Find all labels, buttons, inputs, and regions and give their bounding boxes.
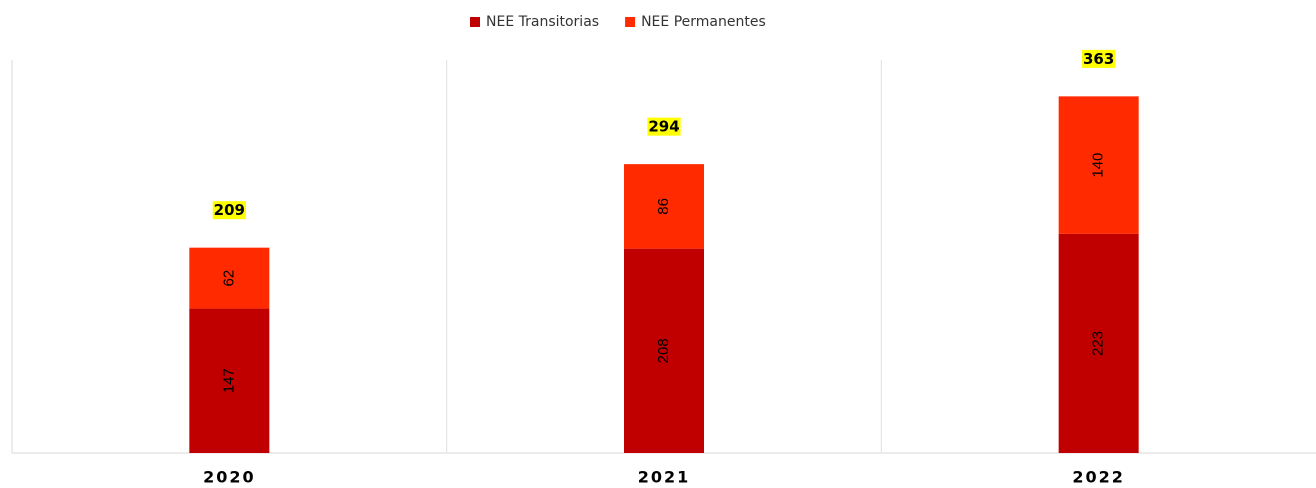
bar-segment [624,164,704,249]
total-label: 209 [214,201,245,219]
segment-label: 147 [220,368,237,393]
total-label-bg [647,117,681,136]
total-label: 294 [648,118,679,136]
segment-label: 208 [655,338,672,363]
total-label: 363 [1083,50,1114,68]
total-label-group: 209 [212,201,246,220]
legend-label: NEE Transitorias [486,14,599,30]
segment-label: 223 [1090,331,1107,356]
segment-label: 62 [220,270,237,287]
total-label-group: 294 [647,117,681,136]
legend-swatch [625,17,636,27]
bar-segment [1058,96,1139,234]
bar-segment [189,247,270,309]
x-tick-label: 2021 [638,468,691,487]
bar-segment [1058,233,1139,453]
x-tick-label: 2022 [1072,468,1125,487]
bar-segment [624,248,704,453]
total-label-group: 363 [1082,49,1116,68]
segment-label: 86 [655,198,672,215]
total-label-bg [212,201,246,220]
legend-swatch [470,17,480,27]
bar-segment [189,308,270,453]
segment-label: 140 [1090,153,1107,178]
x-tick-label: 2020 [203,468,256,487]
legend-label: NEE Permanentes [641,14,766,30]
total-label-bg [1082,49,1116,68]
